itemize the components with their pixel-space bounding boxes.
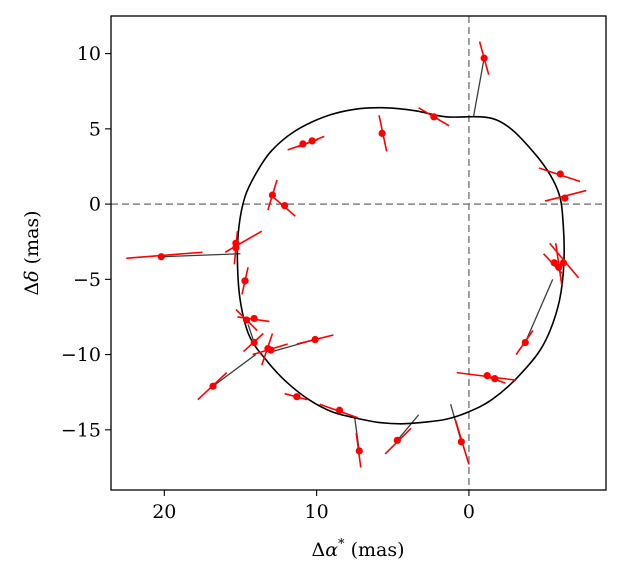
data-point-2 — [378, 129, 386, 137]
residual-connector-21 — [396, 414, 420, 441]
x-axis-label: Δα* (mas) — [311, 537, 404, 561]
data-point-10 — [241, 277, 249, 285]
data-point-27 — [555, 263, 563, 271]
data-point-13 — [250, 338, 258, 347]
data-point-3 — [308, 137, 316, 145]
y-tick-label-0: 10 — [77, 43, 101, 65]
data-point-0 — [480, 54, 488, 62]
error-bar-8 — [224, 230, 263, 253]
residual-connector-25 — [524, 279, 554, 343]
data-point-20 — [355, 447, 363, 455]
y-axis-ticks: 10 5 0 −5 −10 −15 — [61, 43, 111, 441]
data-point-25 — [521, 338, 529, 347]
data-point-22 — [457, 438, 465, 446]
data-point-17 — [209, 382, 217, 390]
data-point-30 — [561, 194, 569, 202]
y-tick-label-5: −15 — [61, 419, 101, 441]
data-point-26 — [550, 259, 558, 267]
x-tick-label-2: 0 — [463, 501, 475, 523]
data-points — [157, 54, 569, 455]
x-tick-label-1: 10 — [305, 501, 329, 523]
data-point-21 — [393, 436, 401, 444]
residual-connector-0 — [472, 58, 485, 117]
data-point-16 — [311, 335, 319, 344]
data-point-9 — [232, 244, 240, 252]
residual-connectors — [161, 58, 554, 451]
y-tick-label-3: −5 — [73, 269, 101, 291]
y-tick-label-1: 5 — [89, 118, 101, 140]
y-axis-label: Δδ (mas) — [21, 210, 43, 295]
x-tick-label-0: 20 — [152, 501, 176, 523]
residual-connector-17 — [212, 354, 257, 387]
data-point-1 — [430, 113, 438, 121]
data-point-4 — [299, 140, 307, 148]
data-point-18 — [293, 393, 301, 401]
x-reference-line-layer — [111, 16, 606, 490]
data-point-12 — [250, 314, 258, 323]
data-point-19 — [335, 406, 344, 414]
data-point-7 — [157, 253, 165, 261]
data-point-5 — [268, 191, 277, 199]
y-tick-label-4: −10 — [61, 344, 101, 366]
data-point-6 — [281, 202, 289, 210]
error-bars — [126, 41, 587, 468]
data-point-29 — [556, 170, 564, 178]
data-point-23 — [483, 372, 491, 380]
data-point-24 — [491, 375, 499, 383]
data-point-28 — [559, 259, 567, 267]
orbit-curve — [236, 106, 565, 425]
data-point-11 — [242, 316, 251, 324]
plot-frame — [110, 15, 607, 491]
y-tick-label-2: 0 — [89, 194, 101, 216]
data-point-15 — [267, 346, 275, 354]
x-axis-ticks: 20 10 0 — [152, 490, 475, 523]
residual-connector-7 — [161, 253, 241, 258]
